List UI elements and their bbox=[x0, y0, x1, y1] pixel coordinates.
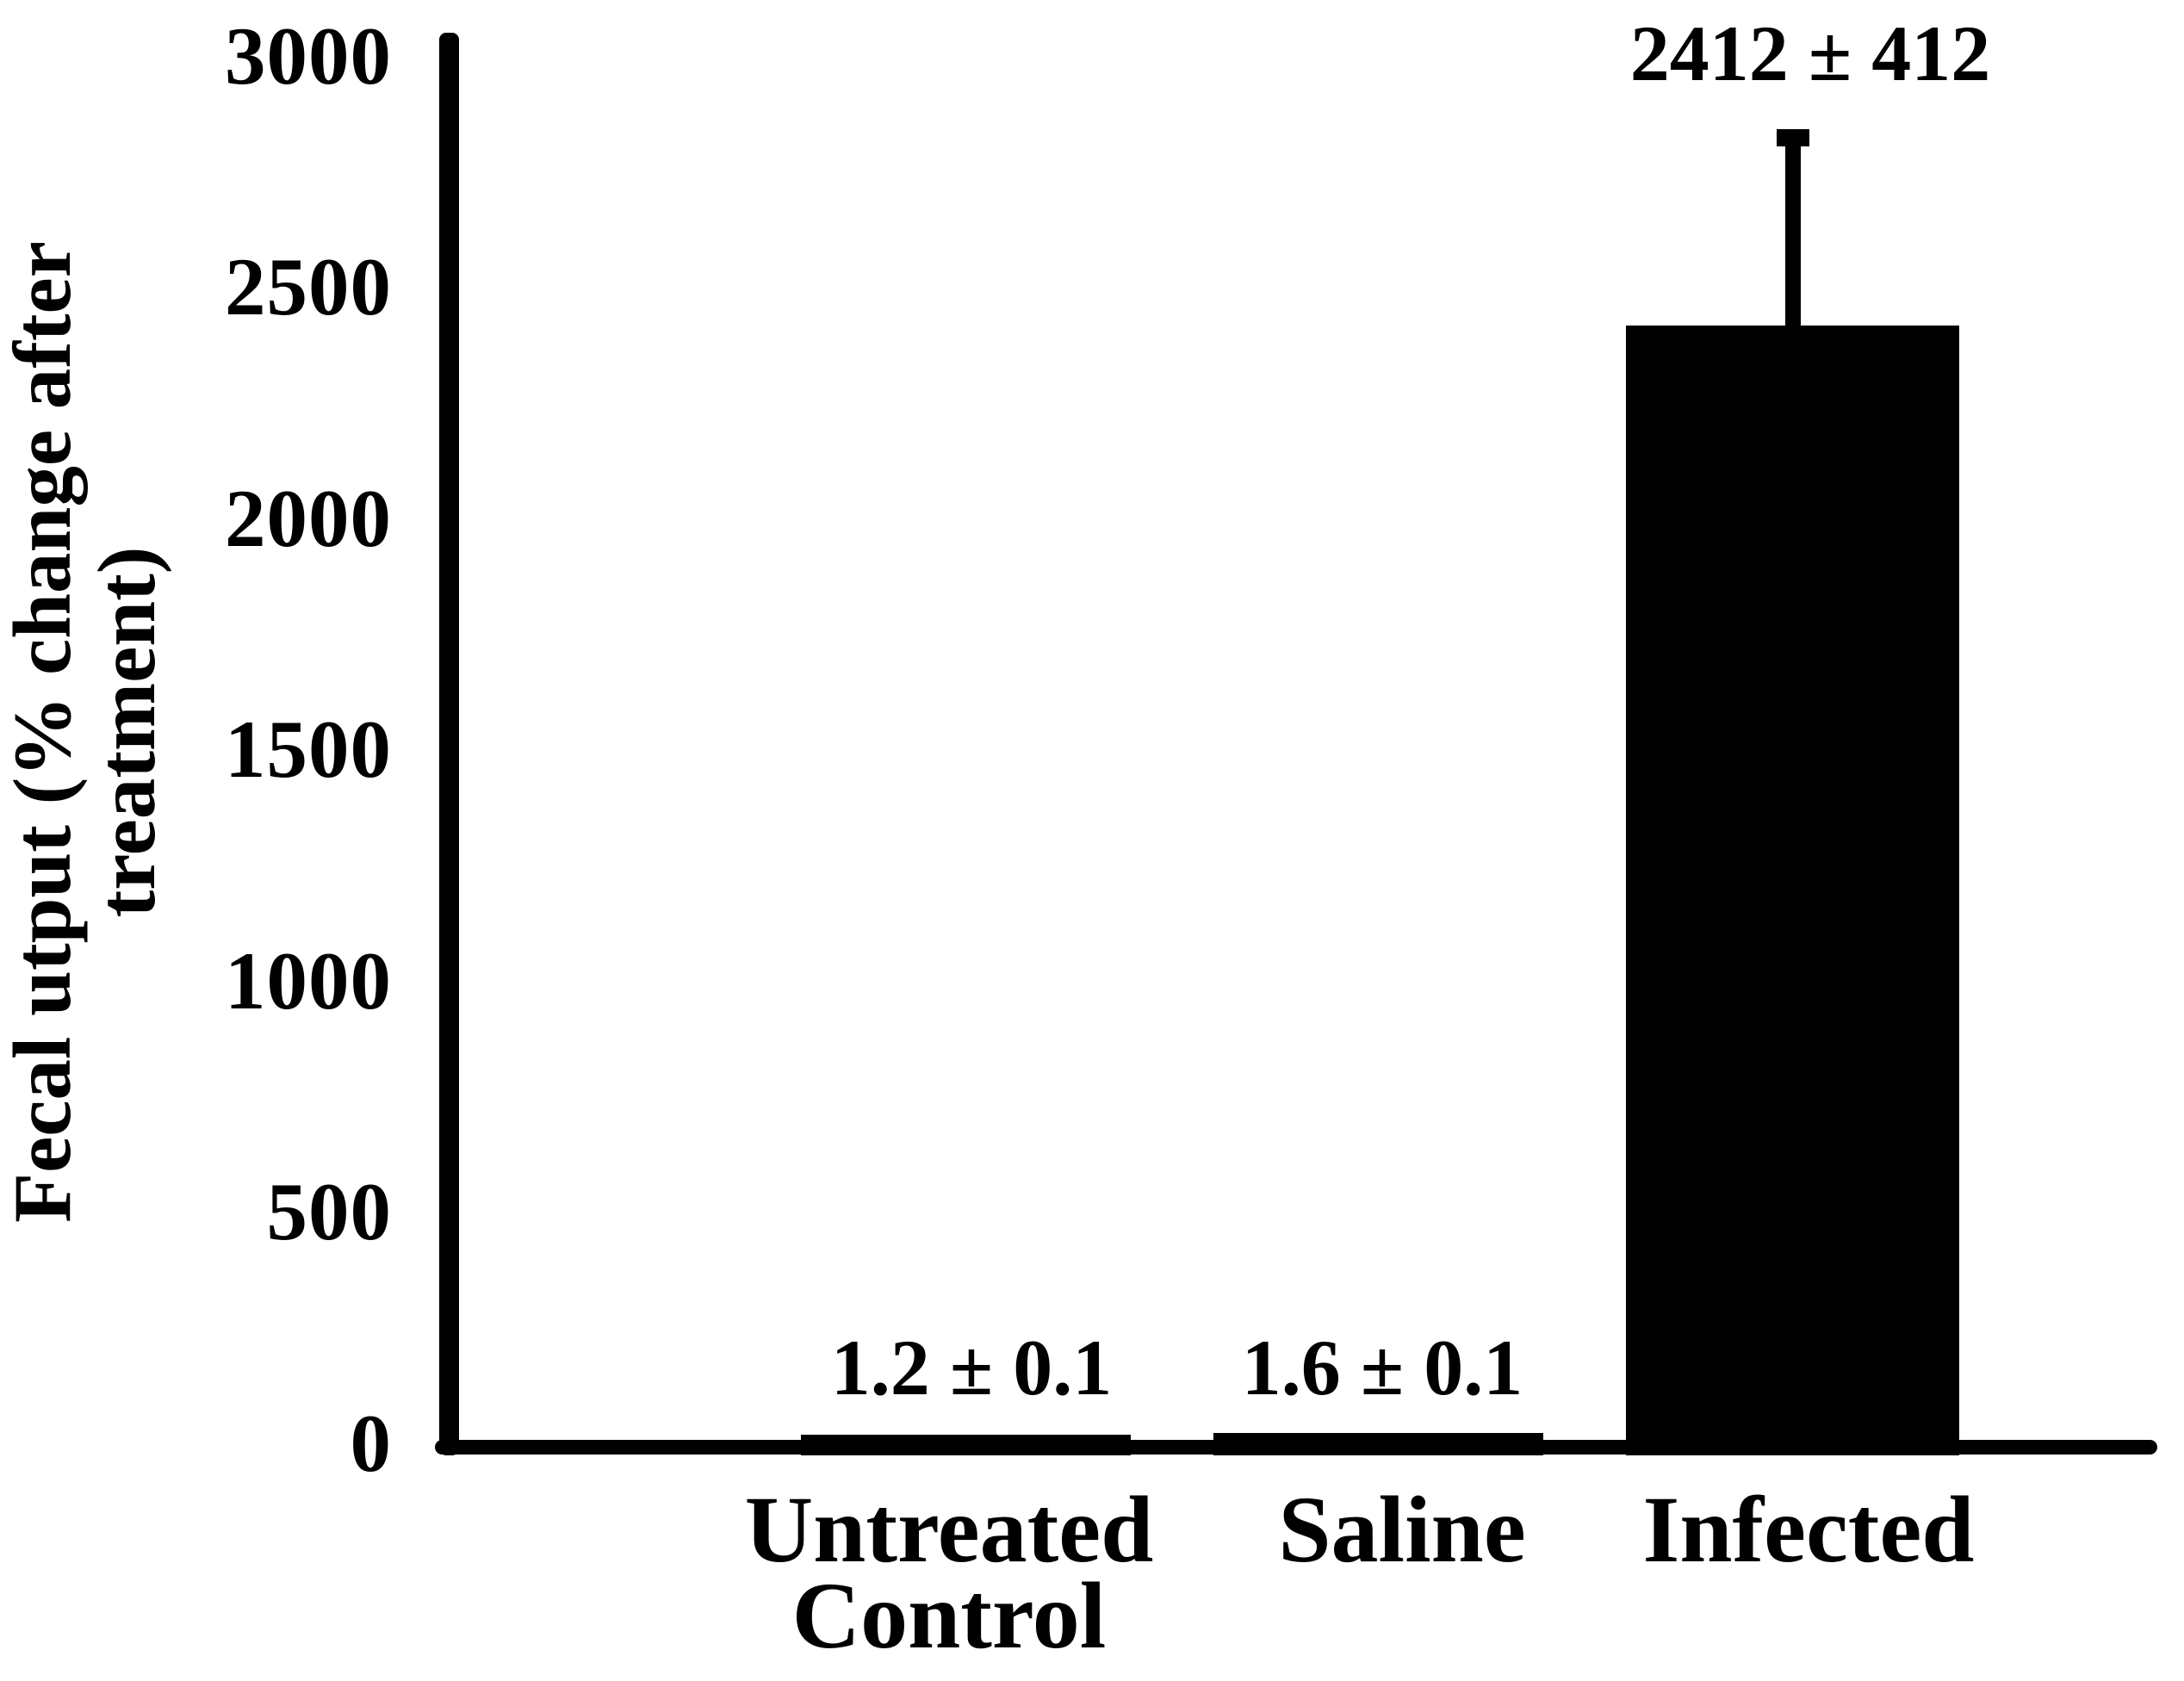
y-tick-label-2500: 2500 bbox=[225, 241, 392, 332]
bar-saline bbox=[1213, 1433, 1543, 1455]
category-label-untreated-line1: Untreated bbox=[744, 1477, 1154, 1582]
y-tick-label-2000: 2000 bbox=[225, 473, 392, 564]
category-label-infected: Infected bbox=[1642, 1477, 1975, 1582]
y-tick-label-3000: 3000 bbox=[225, 10, 392, 102]
y-tick-label-1500: 1500 bbox=[225, 704, 392, 795]
y-axis-line bbox=[439, 33, 459, 1455]
y-tick-label-1000: 1000 bbox=[225, 935, 392, 1027]
category-label-saline: Saline bbox=[1278, 1477, 1526, 1582]
value-label-untreated-control: 1.2 ± 0.1 bbox=[830, 1324, 1113, 1411]
value-label-saline: 1.6 ± 0.1 bbox=[1241, 1324, 1523, 1411]
error-bar-line-infected bbox=[1785, 138, 1801, 327]
y-tick-label-0: 0 bbox=[350, 1398, 392, 1489]
y-tick-label-500: 500 bbox=[266, 1166, 392, 1257]
bar-infected bbox=[1626, 326, 1959, 1455]
value-label-infected: 2412 ± 412 bbox=[1629, 9, 1991, 97]
bar-untreated-control bbox=[801, 1435, 1131, 1455]
category-label-untreated-control: Untreated Control bbox=[622, 1477, 1276, 1668]
category-label-untreated-line2: Control bbox=[791, 1563, 1107, 1668]
